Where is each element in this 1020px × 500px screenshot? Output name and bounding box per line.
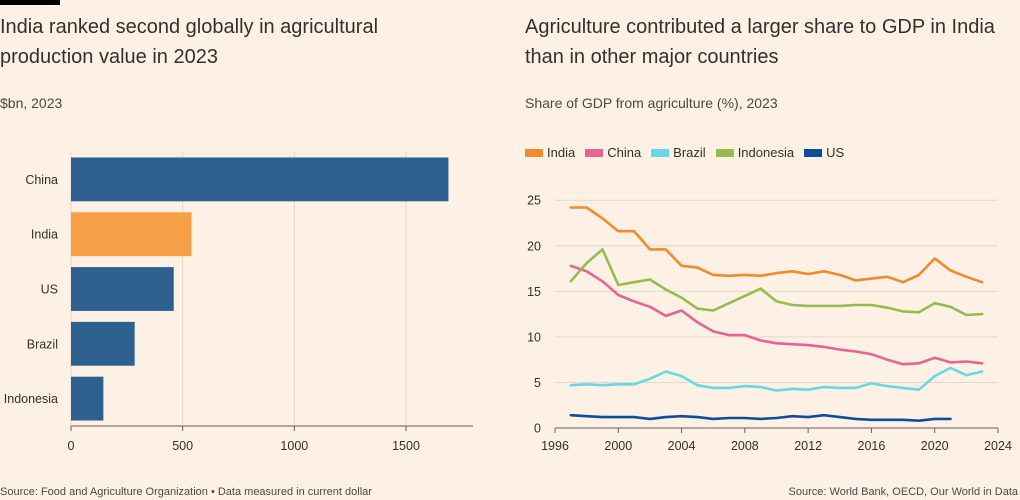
right-chart-title: Agriculture contributed a larger share t… — [525, 16, 995, 68]
x-tick-label: 2016 — [858, 439, 886, 453]
legend-label: China — [607, 145, 642, 160]
category-label-india: India — [31, 228, 58, 242]
legend-swatch — [585, 148, 604, 157]
y-tick-label: 15 — [527, 285, 541, 299]
category-label-us: US — [41, 283, 58, 297]
legend-swatch — [651, 148, 670, 157]
series-line-us — [569, 413, 952, 423]
series-line-brazil — [569, 366, 984, 392]
x-tick-label: 1000 — [280, 439, 308, 453]
x-tick-label: 2000 — [604, 439, 632, 453]
legend-label: Brazil — [673, 145, 706, 160]
series-line-india — [569, 206, 984, 284]
legend-item-brazil: Brazil — [651, 145, 706, 160]
x-tick-label: 0 — [68, 439, 75, 453]
legend-label: US — [826, 145, 845, 160]
y-tick-label: 10 — [527, 330, 541, 344]
legend-item-indonesia: Indonesia — [715, 145, 795, 160]
legend-item-us: US — [804, 145, 844, 160]
x-tick-label: 1500 — [392, 439, 420, 453]
left-chart-source: Source: Food and Agriculture Organizatio… — [0, 486, 372, 498]
x-tick-label: 1996 — [541, 439, 569, 453]
legend-swatch — [525, 148, 543, 157]
legend-item-china: China — [585, 145, 641, 160]
legend-label: Indonesia — [737, 145, 795, 160]
left-chart-title: India ranked second globally in agricult… — [0, 16, 379, 68]
right-chart-source: Source: World Bank, OECD, Our World in D… — [788, 486, 1018, 498]
category-label-brazil: Brazil — [27, 337, 58, 351]
y-tick-label: 0 — [534, 422, 541, 436]
series-line-indonesia — [569, 248, 984, 317]
x-tick-label: 2024 — [984, 439, 1012, 453]
bar-china — [71, 157, 449, 202]
bar-us — [71, 267, 174, 311]
bar-brazil — [71, 321, 135, 366]
y-tick-label: 20 — [527, 239, 541, 253]
y-tick-label: 25 — [527, 194, 541, 208]
legend-swatch — [804, 148, 823, 157]
x-tick-label: 2020 — [921, 439, 949, 453]
bar-india — [71, 212, 192, 257]
legend-label: India — [547, 145, 576, 160]
x-tick-label: 2012 — [794, 439, 822, 453]
y-tick-label: 5 — [534, 376, 541, 390]
right-chart-subtitle: Share of GDP from agriculture (%), 2023 — [525, 95, 778, 111]
legend-item-india: India — [525, 145, 575, 160]
header-rule — [0, 0, 60, 5]
category-label-china: China — [25, 173, 58, 187]
legend-swatch — [715, 148, 734, 157]
series-line-china — [569, 264, 984, 366]
x-tick-label: 2008 — [731, 439, 759, 453]
x-tick-label: 2004 — [668, 439, 696, 453]
category-label-indonesia: Indonesia — [4, 392, 58, 406]
line-chart-legend: India China Brazil Indonesia US — [525, 145, 844, 160]
x-tick-label: 500 — [172, 439, 193, 453]
bar-indonesia — [71, 376, 104, 421]
left-chart-subtitle: $bn, 2023 — [0, 95, 63, 111]
